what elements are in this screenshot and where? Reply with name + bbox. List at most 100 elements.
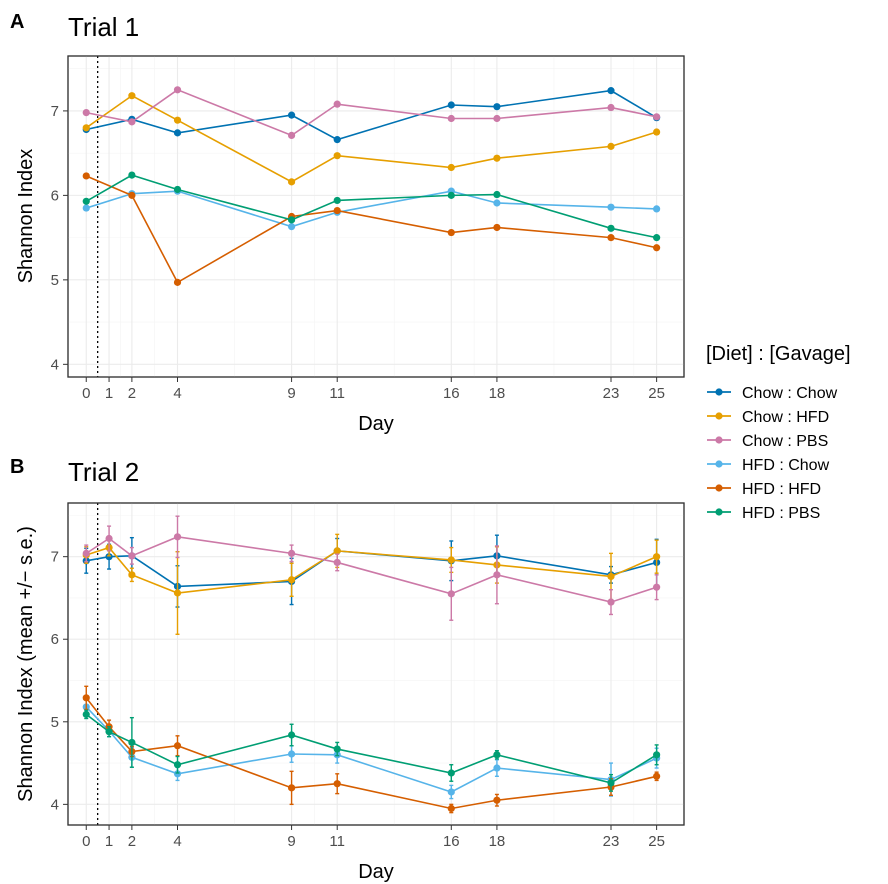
legend-label: HFD : Chow <box>742 457 830 474</box>
legend-label: Chow : Chow <box>742 385 838 402</box>
data-point <box>287 784 296 792</box>
panel-b-ticks: 0 1 2 4 9 11 16 18 23 25 4 5 6 7 <box>51 549 665 850</box>
legend-key-point <box>715 436 723 444</box>
data-point <box>653 205 661 213</box>
panel-a-plot-area <box>67 55 685 378</box>
y-tick-label: 4 <box>51 796 59 813</box>
data-point <box>607 234 615 242</box>
series-hfd-hfd <box>82 685 661 814</box>
data-point <box>287 731 296 739</box>
legend-title: [Diet] : [Gavage] <box>706 343 851 365</box>
data-point <box>607 103 615 112</box>
data-point <box>82 694 90 702</box>
data-point <box>287 178 296 186</box>
data-point <box>128 552 136 560</box>
data-point <box>653 751 661 759</box>
data-point <box>607 203 615 211</box>
data-point <box>173 589 182 597</box>
x-tick-label: 9 <box>287 385 295 402</box>
panel-b-border <box>67 502 685 826</box>
data-point <box>493 223 501 232</box>
y-tick-label: 7 <box>51 103 59 120</box>
data-point <box>493 190 501 199</box>
data-point <box>493 571 501 579</box>
legend-item-hfd-hfd: HFD : HFD <box>707 481 821 498</box>
series-line <box>85 697 657 810</box>
series-line <box>85 713 658 784</box>
data-point <box>447 191 455 199</box>
data-point <box>447 769 455 777</box>
data-point <box>128 118 136 126</box>
series-line <box>86 546 657 594</box>
data-point <box>82 108 90 117</box>
data-point <box>105 728 113 736</box>
x-tick-label: 23 <box>603 385 620 402</box>
legend-key-point <box>715 460 723 468</box>
data-point <box>333 152 341 160</box>
panel-a-border <box>67 55 685 378</box>
legend-label: HFD : PBS <box>742 505 820 522</box>
data-point <box>173 533 182 541</box>
data-point <box>447 590 455 598</box>
data-point <box>173 742 182 750</box>
x-tick-label: 11 <box>329 385 345 402</box>
data-point <box>333 547 341 555</box>
panel-b-y-axis-title: Shannon Index (mean +/− s.e.) <box>15 526 37 802</box>
panel-b-title: Trial 2 <box>68 457 139 487</box>
data-point <box>607 87 615 95</box>
data-point <box>607 142 615 150</box>
x-tick-label: 16 <box>443 833 460 850</box>
data-point <box>287 131 296 140</box>
x-tick-label: 4 <box>173 833 181 850</box>
data-point <box>493 751 501 759</box>
legend-label: HFD : HFD <box>742 481 821 498</box>
legend-key-point <box>715 388 723 396</box>
data-point <box>173 761 182 769</box>
x-tick-label: 0 <box>82 833 90 850</box>
data-point <box>493 103 501 111</box>
data-point <box>447 101 455 109</box>
data-point <box>493 114 501 123</box>
data-point <box>333 745 341 753</box>
data-point <box>287 111 296 119</box>
panel-b-tag: B <box>10 456 24 478</box>
data-point <box>128 191 136 199</box>
data-point <box>173 770 182 778</box>
data-point <box>493 764 501 772</box>
data-point <box>128 92 136 100</box>
legend-key-point <box>715 484 723 492</box>
panel-a-tag: A <box>10 11 24 33</box>
data-point <box>333 196 341 205</box>
data-point <box>493 154 501 162</box>
data-point <box>607 598 615 606</box>
data-point <box>173 129 182 137</box>
data-point <box>82 204 90 212</box>
panel-b-series <box>82 515 661 814</box>
data-point <box>493 796 501 804</box>
series-hfd-pbs <box>82 171 661 242</box>
x-tick-label: 1 <box>105 385 113 402</box>
data-point <box>333 780 341 788</box>
data-point <box>447 163 455 172</box>
series-hfd-pbs <box>82 709 661 792</box>
data-point <box>333 206 341 215</box>
x-tick-label: 18 <box>489 833 506 850</box>
data-point <box>447 228 455 237</box>
x-tick-label: 11 <box>329 833 345 850</box>
panel-a-ticks: 0 1 2 4 9 11 16 18 23 25 4 5 6 7 <box>51 103 665 402</box>
data-point <box>287 216 296 224</box>
legend-key-point <box>715 412 723 420</box>
data-point <box>82 549 90 557</box>
y-tick-label: 4 <box>51 356 59 373</box>
panel-a-title: Trial 1 <box>68 12 139 42</box>
data-point <box>128 571 136 579</box>
data-point <box>333 136 341 144</box>
y-tick-label: 6 <box>51 187 59 204</box>
legend-label: Chow : PBS <box>742 433 828 450</box>
x-tick-label: 2 <box>128 833 136 850</box>
legend-item-chow-pbs: Chow : PBS <box>707 433 828 450</box>
data-point <box>82 710 90 718</box>
x-tick-label: 4 <box>173 385 181 402</box>
y-tick-label: 5 <box>51 714 59 731</box>
series-line <box>85 536 657 603</box>
